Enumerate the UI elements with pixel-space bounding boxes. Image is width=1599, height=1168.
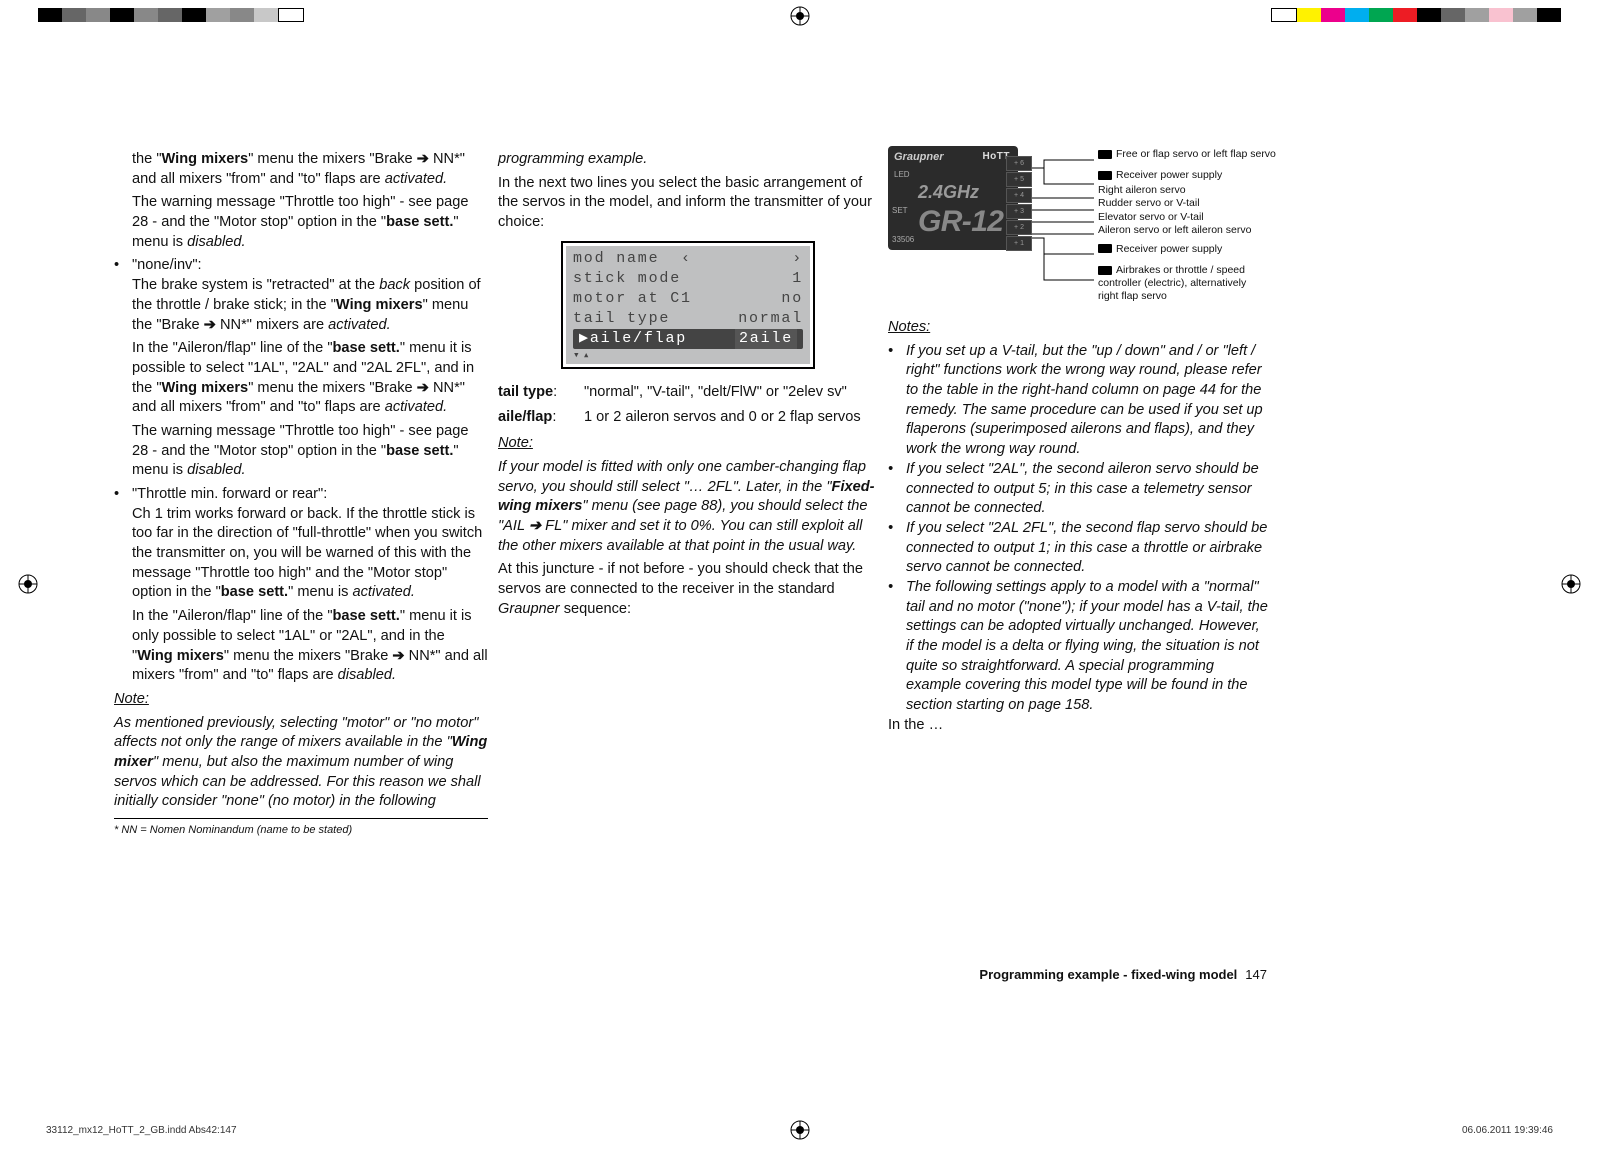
- wiring-labels: Free or flap servo or left flap servo Re…: [1098, 150, 1276, 303]
- print-job-footer: 33112_mx12_HoTT_2_GB.indd Abs42:147 06.0…: [46, 1125, 1553, 1136]
- receiver-pin: + 1: [1006, 236, 1032, 251]
- wiring-label: Elevator servo or V-tail: [1098, 211, 1204, 223]
- receiver-pin: + 3: [1006, 204, 1032, 219]
- wiring-label: Right aileron servo: [1098, 184, 1186, 196]
- receiver-graphic: Graupner HoTT LED SET 2.4GHz GR-12 33506…: [888, 146, 1018, 250]
- receiver-pin: + 6: [1006, 156, 1032, 171]
- receiver-pin: + 2: [1006, 220, 1032, 235]
- plug-icon: [1098, 244, 1112, 253]
- body-text: The warning message "Throttle too high" …: [132, 193, 488, 252]
- wiring-label: Aileron servo or left aileron servo: [1098, 224, 1252, 236]
- body-text: In the next two lines you select the bas…: [498, 174, 878, 233]
- wiring-label: Free or flap servo or left flap servo: [1116, 148, 1276, 160]
- column-1: the "Wing mixers" menu the mixers "Brake…: [114, 150, 488, 838]
- definition-item: aile/flap: 1 or 2 aileron servos and 0 o…: [498, 408, 878, 428]
- note-heading: Note:: [498, 434, 878, 454]
- bullet-item: •If you select "2AL", the second aileron…: [888, 460, 1268, 519]
- plug-icon: [1098, 266, 1112, 275]
- body-text: In the "Aileron/flap" line of the "base …: [132, 339, 488, 418]
- body-text: The warning message "Throttle too high" …: [132, 422, 488, 481]
- body-text: In the "Aileron/flap" line of the "base …: [132, 607, 488, 686]
- continuation-text: programming example.: [498, 150, 878, 170]
- receiver-wiring-diagram: Graupner HoTT LED SET 2.4GHz GR-12 33506…: [888, 150, 1268, 308]
- page-content: the "Wing mixers" menu the mixers "Brake…: [114, 150, 1268, 838]
- body-text: At this juncture - if not before - you s…: [498, 560, 878, 619]
- body-text: the "Wing mixers" menu the mixers "Brake…: [132, 150, 488, 189]
- footnote: * NN = Nomen Nominandum (name to be stat…: [114, 818, 488, 838]
- bullet-item: •"Throttle min. forward or rear":: [114, 485, 488, 505]
- note-text: If your model is fitted with only one ca…: [498, 458, 878, 556]
- wiring-label: Receiver power supply: [1116, 169, 1222, 181]
- plug-icon: [1098, 150, 1112, 159]
- column-3: Graupner HoTT LED SET 2.4GHz GR-12 33506…: [888, 150, 1268, 838]
- column-2: programming example. In the next two lin…: [498, 150, 878, 838]
- wiring-label: Receiver power supply: [1116, 243, 1222, 255]
- wiring-label: Rudder servo or V-tail: [1098, 197, 1200, 209]
- bullet-item: •If you set up a V-tail, but the "up / d…: [888, 342, 1268, 460]
- bullet-item: •The following settings apply to a model…: [888, 578, 1268, 716]
- trailing-text: In the …: [888, 716, 1268, 736]
- wiring-label: Airbrakes or throttle / speed controller…: [1098, 264, 1246, 302]
- bullet-item: •"none/inv":: [114, 256, 488, 276]
- receiver-pin: + 5: [1006, 172, 1032, 187]
- page-footer: Programming example - fixed-wing model14…: [979, 967, 1267, 982]
- registration-mark-icon: [1559, 572, 1583, 596]
- body-text: Ch 1 trim works forward or back. If the …: [132, 505, 488, 603]
- plug-icon: [1098, 171, 1112, 180]
- note-text: As mentioned previously, selecting "moto…: [114, 714, 488, 812]
- lcd-screenshot: mod name ‹› stick mode1 motor at C1no ta…: [561, 241, 815, 369]
- note-heading: Note:: [114, 690, 488, 710]
- receiver-pin: + 4: [1006, 188, 1032, 203]
- registration-mark-icon: [788, 4, 812, 28]
- definition-item: tail type: "normal", "V-tail", "delt/FlW…: [498, 383, 878, 403]
- lcd-selected-row: ▶aile/flap2aile: [573, 329, 803, 349]
- registration-mark-icon: [16, 572, 40, 596]
- bullet-item: •If you select "2AL 2FL", the second fla…: [888, 519, 1268, 578]
- notes-heading: Notes:: [888, 318, 1268, 338]
- body-text: The brake system is "retracted" at the b…: [132, 276, 488, 335]
